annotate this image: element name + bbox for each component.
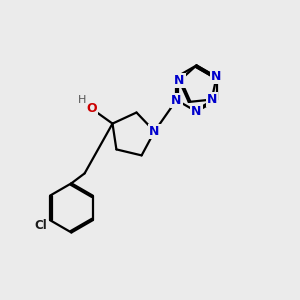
Text: N: N [174, 74, 184, 87]
Text: Cl: Cl [34, 219, 47, 232]
Text: N: N [149, 125, 160, 138]
Text: N: N [211, 70, 222, 83]
Text: N: N [171, 94, 182, 106]
Text: H: H [78, 95, 87, 105]
Text: N: N [206, 93, 217, 106]
Text: O: O [86, 102, 97, 115]
Text: N: N [191, 105, 202, 118]
